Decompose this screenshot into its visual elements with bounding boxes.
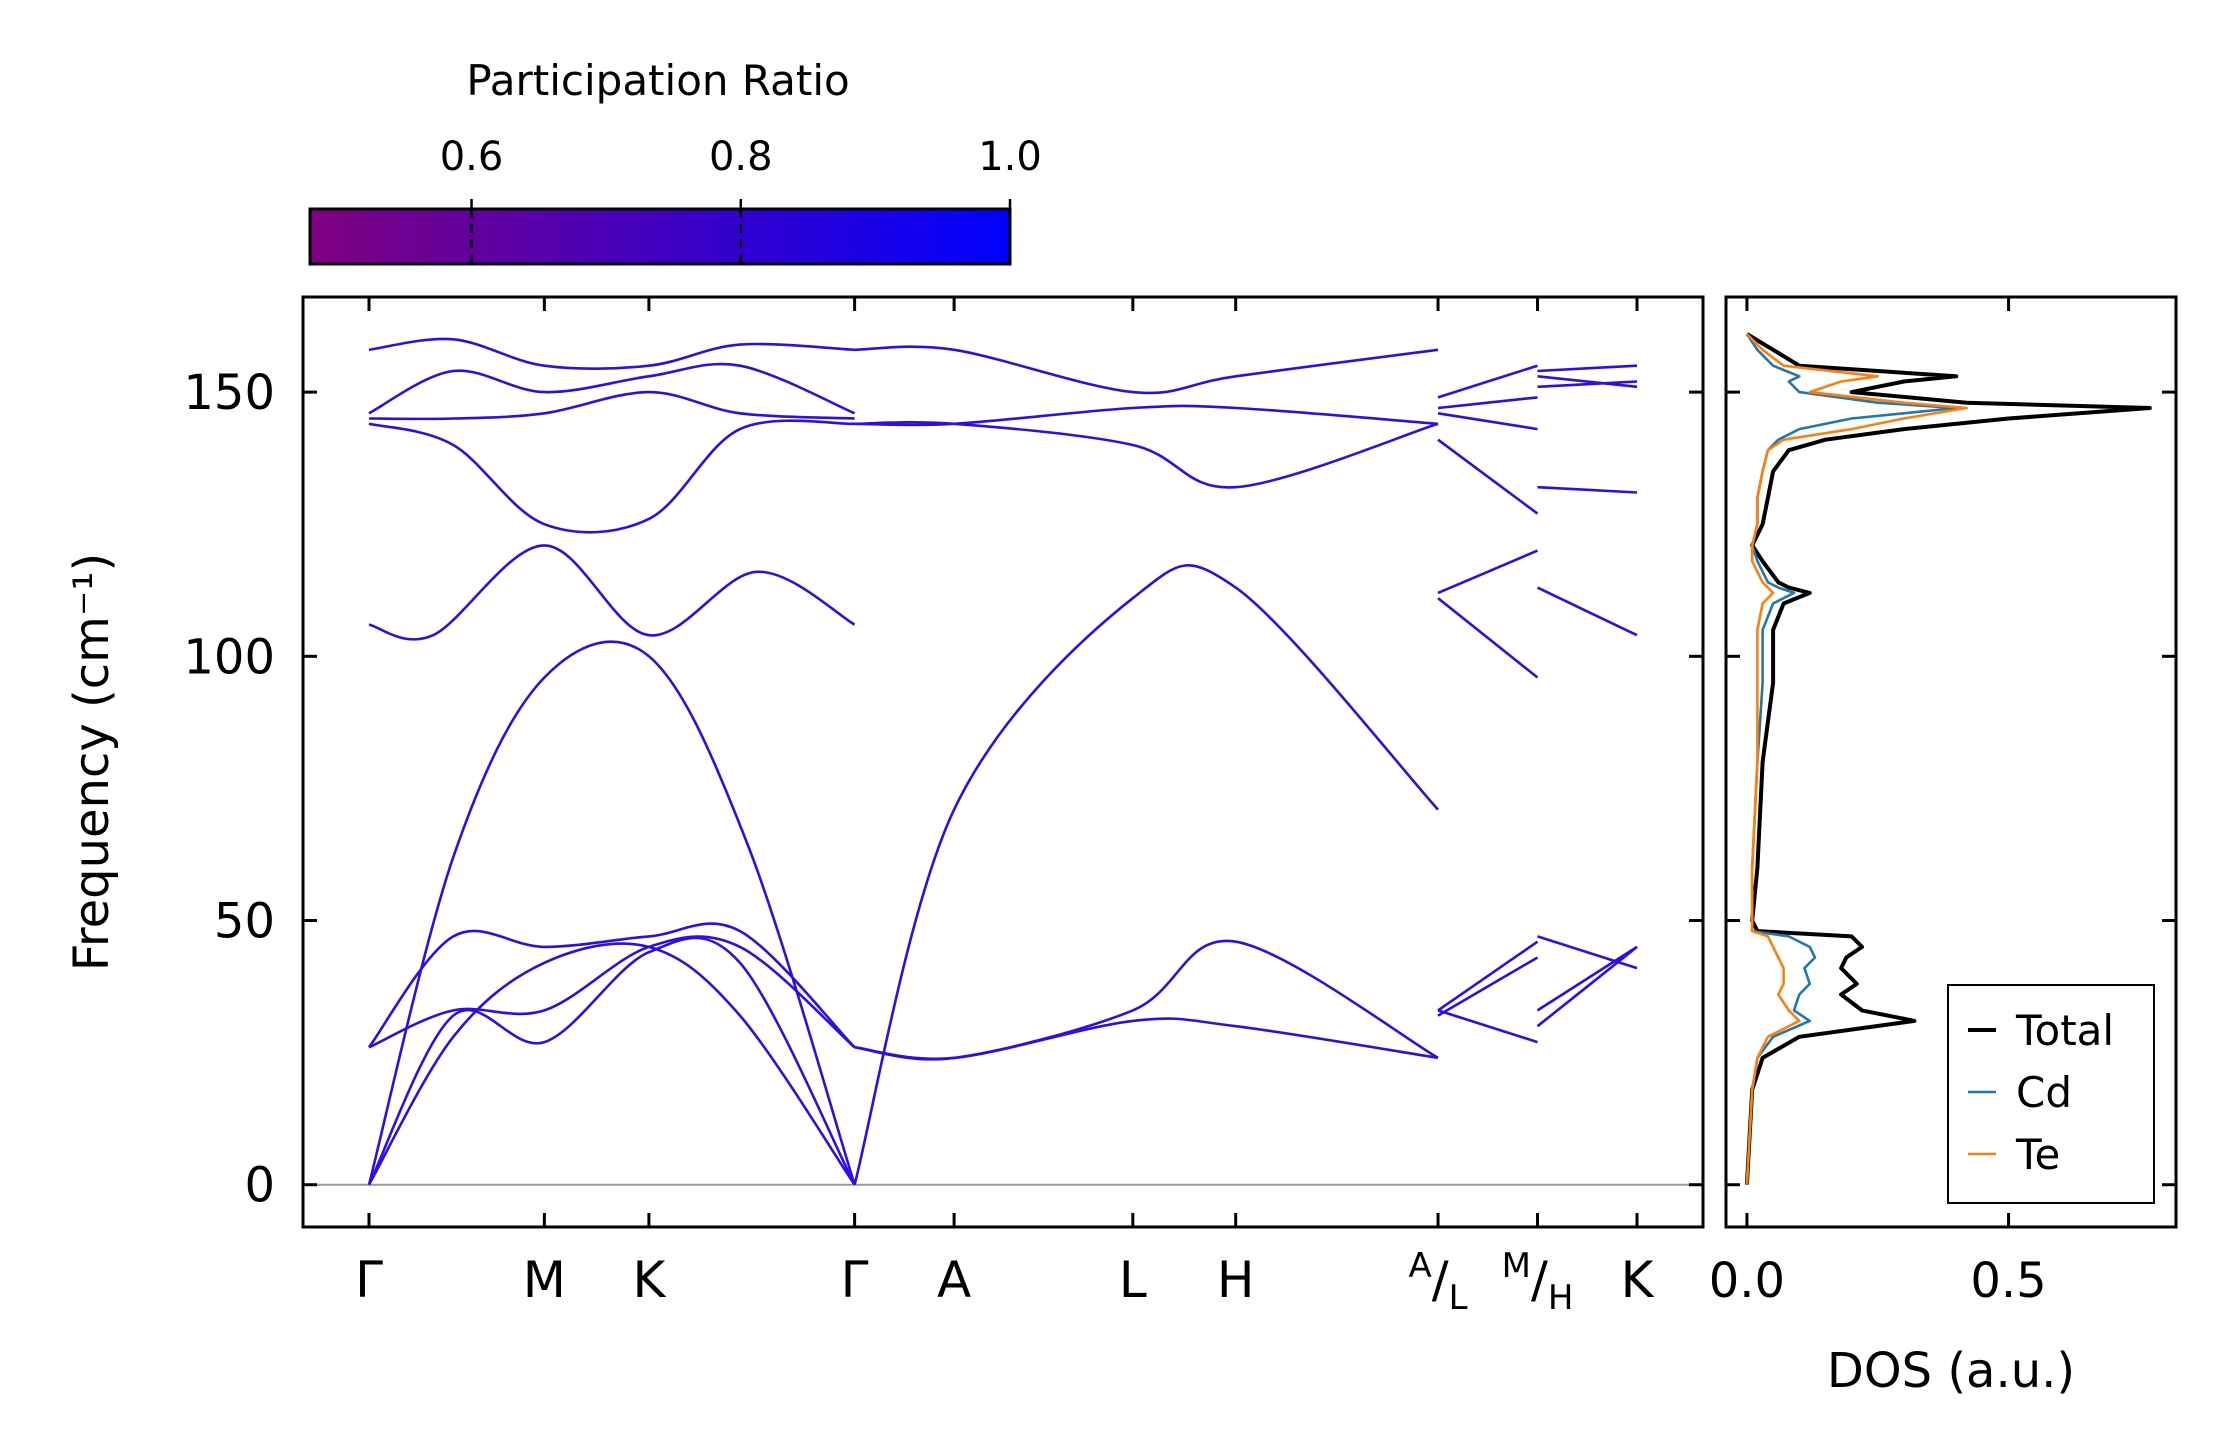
colorbar-title: Participation Ratio [466, 56, 849, 105]
phonon-branch [1537, 485, 1638, 494]
dos-axis-ticks: 0.0 0.5 [1709, 297, 2176, 1309]
phonon-branch [367, 936, 856, 1186]
phonon-branch [367, 942, 856, 1186]
dos-x-tick-label: 0.5 [1970, 1253, 2046, 1309]
k-point-label: A [937, 1251, 971, 1309]
legend-label: Cd [2016, 1068, 2072, 1117]
dos-legend: Total Cd Te [1947, 984, 2155, 1204]
y-axis-label: Frequency (cm⁻¹) [64, 553, 120, 971]
phonon-branch [853, 564, 1439, 1186]
phonon-branch [368, 337, 855, 370]
y-tick-label: 50 [214, 894, 275, 950]
dos-curve-te [1745, 333, 1968, 1185]
phonon-branch [1437, 412, 1538, 431]
phonon-branch [854, 404, 1439, 427]
phonon-branch [368, 362, 856, 415]
phonon-branch [367, 640, 856, 1186]
colorbar-tick-label: 1.0 [978, 134, 1042, 180]
phonon-branch [854, 345, 1439, 395]
phonon-branch [1537, 364, 1638, 373]
dos-axes-frame [1724, 295, 2178, 1229]
dos-curves [1744, 332, 2152, 1185]
k-point-label: Γ [841, 1251, 869, 1309]
phonon-branch [1437, 956, 1539, 1017]
phonon-branches [367, 337, 1638, 1186]
phonon-branch [1437, 1009, 1538, 1044]
k-point-label: H [1217, 1251, 1255, 1309]
phonon-branch [1536, 945, 1638, 1028]
k-point-label: L [1119, 1251, 1147, 1309]
band-axis-ticks: 0 50 100 150 Γ M K Γ A L H A/L M/H K [183, 297, 1703, 1318]
dos-panel: 0.0 0.5 DOS (a.u.) Total Cd Te [1709, 295, 2178, 1399]
band-structure-panel: 0 50 100 150 Γ M K Γ A L H A/L M/H K Frequency (cm⁻¹) [64, 295, 1705, 1318]
phonon-branch [368, 935, 856, 1049]
y-tick-label: 150 [183, 365, 275, 421]
k-point-label: M/H [1502, 1246, 1574, 1318]
phonon-branch [854, 939, 1439, 1061]
phonon-branch [1437, 940, 1539, 1012]
phonon-branch [854, 1017, 1439, 1061]
colorbar-gradient-bar [308, 207, 1012, 266]
phonon-branch [854, 420, 1439, 489]
y-tick-label: 0 [244, 1158, 275, 1214]
phonon-branch [1536, 945, 1638, 1012]
k-point-label: A/L [1408, 1246, 1467, 1318]
legend-box [1947, 984, 2155, 1204]
phonon-branch [368, 390, 855, 421]
phonon-branch [368, 419, 855, 534]
k-point-label: M [523, 1251, 566, 1309]
phonon-branch [1537, 380, 1638, 389]
phonon-branch [1437, 549, 1539, 595]
legend-label: Total [2015, 1006, 2114, 1055]
phonon-branch [1536, 586, 1638, 637]
k-point-label: Γ [355, 1251, 383, 1309]
k-point-label: K [633, 1251, 667, 1309]
phonon-branch [1537, 935, 1638, 970]
phonon-branch [1437, 364, 1538, 399]
dos-curve-cd [1745, 333, 1958, 1185]
phonon-branch [368, 544, 856, 641]
legend-label: Te [2015, 1130, 2060, 1179]
phonon-branch [1437, 597, 1539, 679]
colorbar-tick-label: 0.6 [440, 134, 504, 180]
phonon-branch [1437, 438, 1539, 515]
phonon-branch [367, 922, 856, 1049]
y-tick-label: 100 [183, 629, 275, 685]
band-axes-frame [301, 295, 1705, 1229]
k-point-label: K [1621, 1251, 1655, 1309]
x-axis-label: DOS (a.u.) [1827, 1343, 2075, 1399]
colorbar: Participation Ratio 0.6 0.8 1.0 [308, 56, 1042, 266]
dos-curve-total [1744, 332, 2152, 1185]
phonon-branch [1537, 375, 1638, 389]
colorbar-ticks: 0.6 0.8 1.0 [440, 134, 1042, 264]
phonon-branch [1437, 396, 1538, 410]
colorbar-tick-label: 0.8 [709, 134, 773, 180]
dos-x-tick-label: 0.0 [1709, 1253, 1785, 1309]
